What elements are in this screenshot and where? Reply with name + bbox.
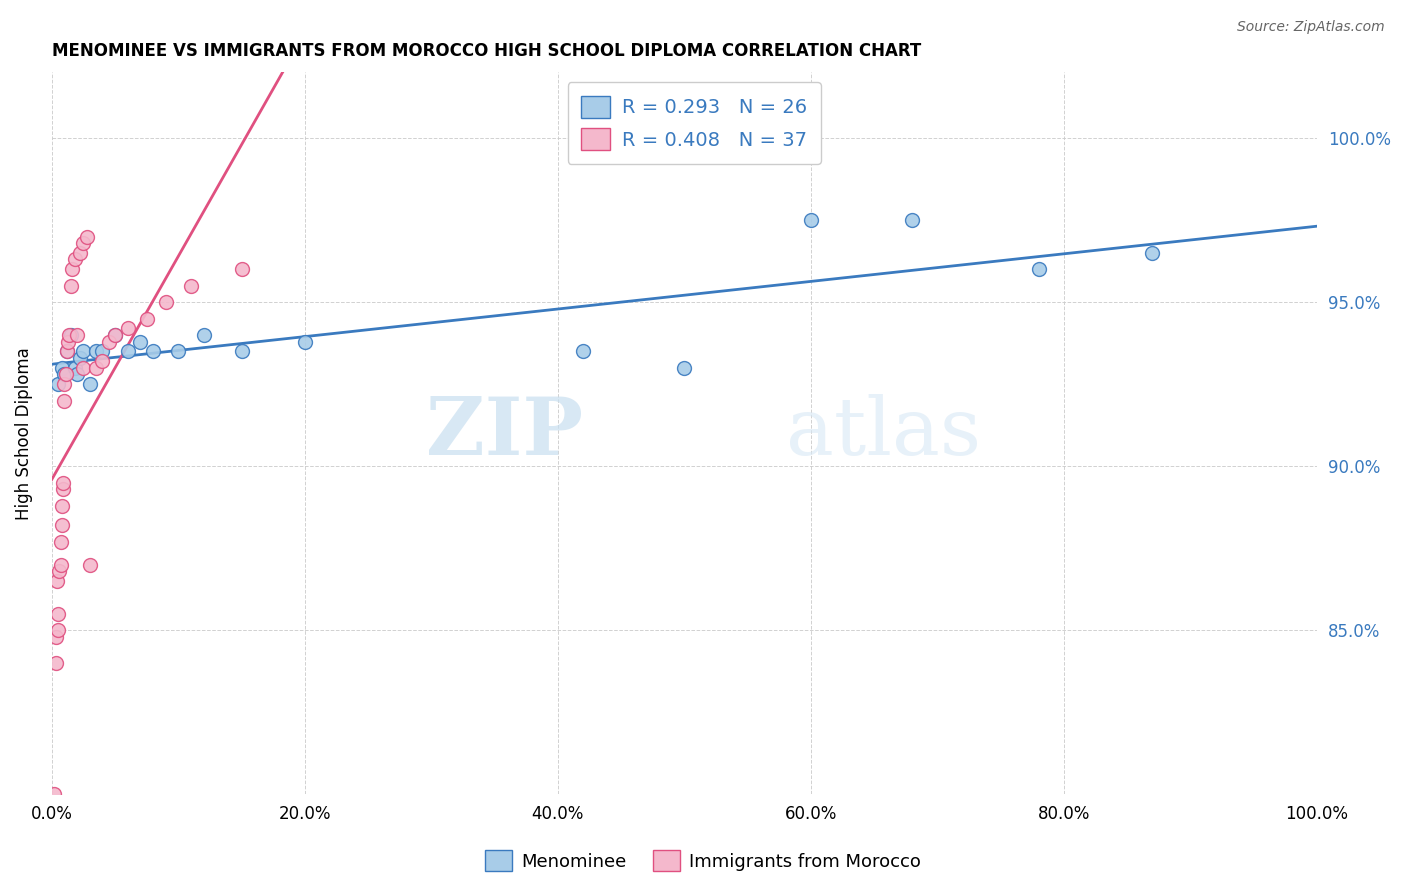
Point (167, 344, 190, 359)
Point (58, 334, 80, 349)
Point (117, 344, 139, 359)
Point (55, 368, 77, 382)
Point (46, 377, 69, 392)
Point (72, 360, 94, 375)
Point (69, 246, 91, 260)
Point (53, 368, 76, 382)
Point (84, 344, 107, 359)
Point (91, 344, 114, 359)
Point (48, 564, 70, 578)
Point (117, 321, 139, 335)
Point (129, 334, 152, 349)
Text: MENOMINEE VS IMMIGRANTS FROM MOROCCO HIGH SCHOOL DIPLOMA CORRELATION CHART: MENOMINEE VS IMMIGRANTS FROM MOROCCO HIG… (52, 42, 921, 60)
Point (44, 788, 66, 802)
Point (231, 344, 253, 359)
Point (135, 311, 157, 326)
Point (76, 229, 98, 244)
Point (155, 295, 177, 310)
Point (66, 328, 89, 343)
Point (72, 235, 94, 250)
Point (63, 360, 86, 375)
Point (49, 558, 72, 572)
Point (56, 344, 79, 359)
Legend: Menominee, Immigrants from Morocco: Menominee, Immigrants from Morocco (478, 843, 928, 879)
Point (51, 518, 73, 533)
Point (51, 499, 73, 513)
Point (60, 262, 83, 277)
Point (52, 482, 75, 496)
Point (45, 656, 67, 670)
Point (1028, 262, 1050, 277)
Text: ZIP: ZIP (426, 394, 583, 473)
Text: atlas: atlas (786, 394, 980, 473)
Point (46, 607, 69, 621)
Point (59, 278, 82, 293)
Point (69, 351, 91, 365)
Point (84, 360, 107, 375)
Legend: R = 0.293   N = 26, R = 0.408   N = 37: R = 0.293 N = 26, R = 0.408 N = 37 (568, 82, 821, 164)
Point (53, 377, 76, 392)
Point (91, 354, 114, 368)
Point (79, 558, 101, 572)
Point (46, 624, 69, 638)
Point (52, 475, 75, 490)
Point (45, 630, 67, 644)
Point (104, 328, 127, 343)
Point (901, 213, 924, 227)
Point (63, 252, 86, 267)
Point (58, 328, 80, 343)
Point (673, 360, 696, 375)
Point (53, 393, 76, 408)
Point (97, 334, 120, 349)
Point (51, 360, 73, 375)
Point (72, 344, 94, 359)
Point (193, 328, 215, 343)
Text: Source: ZipAtlas.com: Source: ZipAtlas.com (1237, 20, 1385, 34)
Point (231, 262, 253, 277)
Y-axis label: High School Diploma: High School Diploma (15, 347, 32, 520)
Point (49, 534, 72, 549)
Point (1142, 246, 1164, 260)
Point (56, 344, 79, 359)
Point (142, 344, 165, 359)
Point (180, 278, 202, 293)
Point (45, 574, 67, 588)
Point (66, 368, 89, 382)
Point (294, 334, 316, 349)
Point (79, 377, 101, 392)
Point (59, 328, 82, 343)
Point (800, 213, 823, 227)
Point (104, 328, 127, 343)
Point (572, 344, 595, 359)
